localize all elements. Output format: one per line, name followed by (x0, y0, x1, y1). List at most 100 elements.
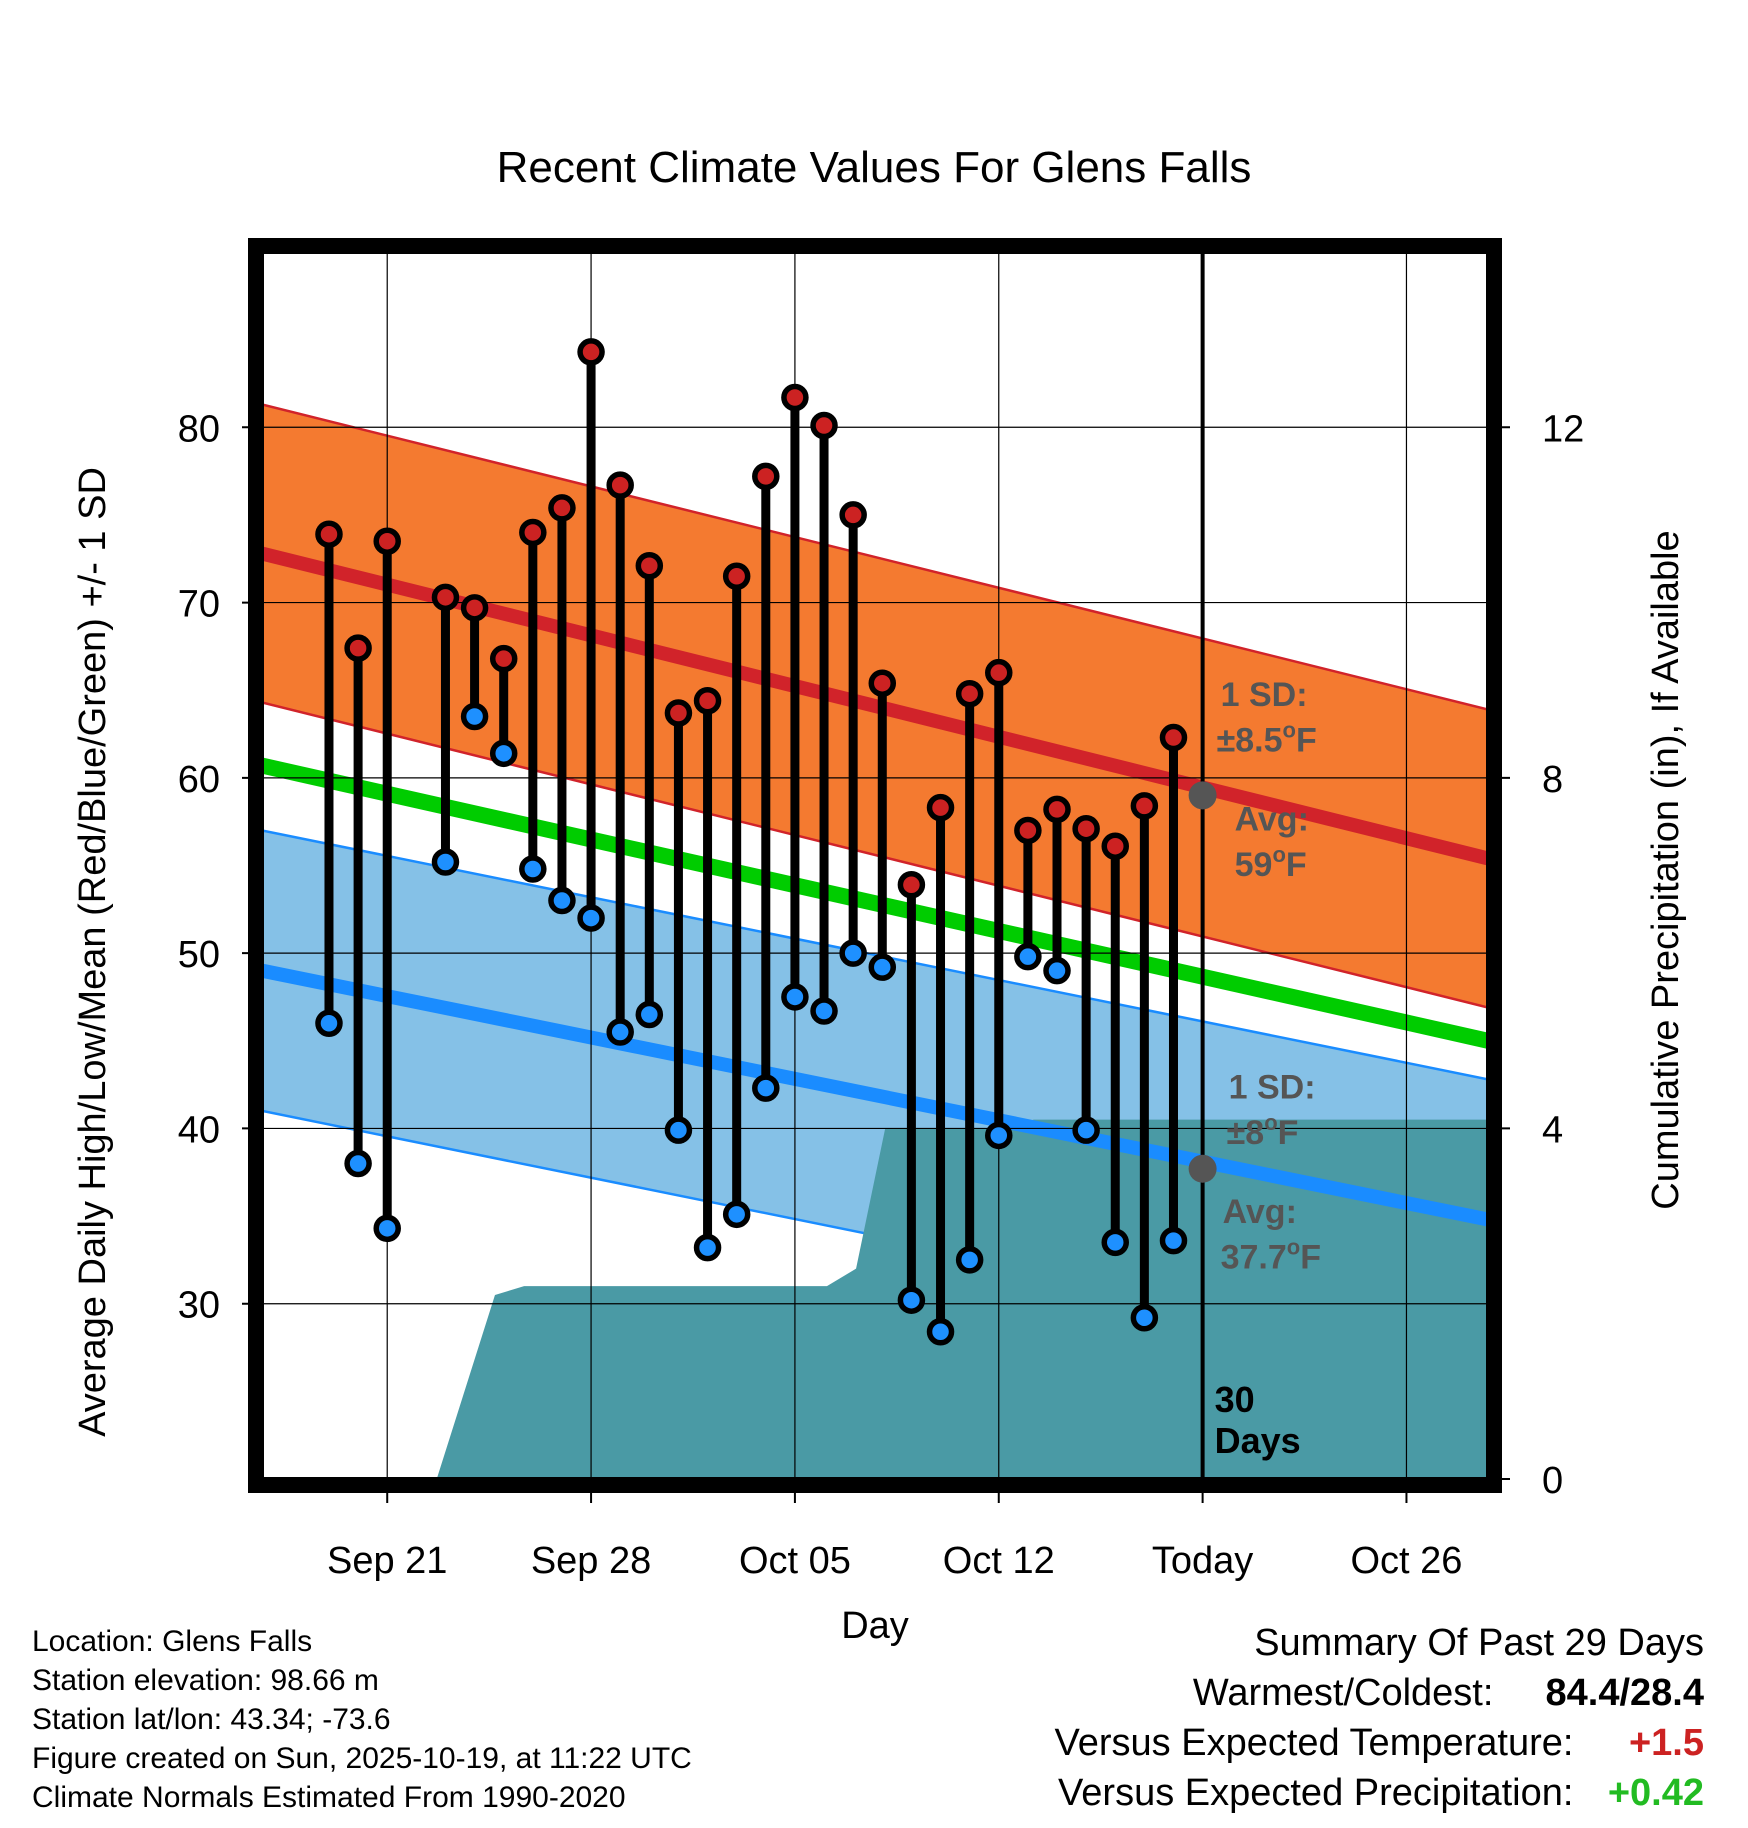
x-tick-label: Oct 12 (943, 1540, 1055, 1582)
daily-high-point (781, 383, 809, 412)
summary-temp-row: Versus Expected Temperature: +1.5 (1055, 1718, 1704, 1768)
high-avg-value: 59oF (1235, 842, 1307, 884)
x-tick-label: Today (1152, 1540, 1253, 1582)
daily-high-point (810, 411, 838, 440)
daily-high-point (315, 520, 343, 548)
y2-axis-label: Cumulative Precipitation (in), If Availa… (1645, 530, 1687, 1209)
high-avg-point (1188, 781, 1217, 810)
daily-high-point (519, 518, 547, 547)
low-sd-value: ±8oF (1227, 1110, 1299, 1152)
y2-tick-label: 8 (1542, 759, 1563, 801)
daily-low-point (693, 1233, 722, 1262)
daily-high-point (1130, 792, 1159, 820)
info-elevation: Station elevation: 98.66 m (32, 1664, 379, 1697)
daily-low-point (519, 855, 547, 883)
x-axis-label: Day (841, 1605, 909, 1647)
info-created: Figure created on Sun, 2025-10-19, at 11… (32, 1742, 692, 1775)
daily-low-point (926, 1318, 955, 1346)
daily-high-point (489, 644, 518, 673)
daily-high-point (897, 871, 926, 899)
daily-low-point (489, 739, 518, 768)
daily-high-point (1159, 723, 1188, 752)
summary-precip-row: Versus Expected Precipitation: +0.42 (1055, 1768, 1704, 1818)
y-axis-label: Average Daily High/Low/Mean (Red/Blue/Gr… (72, 467, 114, 1437)
y2-tick-label: 0 (1542, 1460, 1563, 1502)
x-tick-label: Oct 26 (1350, 1540, 1462, 1582)
normal-low-line (262, 963, 1488, 1227)
daily-high-point (460, 594, 489, 622)
daily-low-point (460, 702, 489, 731)
daily-low-point (897, 1286, 926, 1314)
x-tick-label: Sep 28 (531, 1540, 651, 1582)
daily-low-point (722, 1200, 751, 1229)
y2-tick-label: 12 (1542, 408, 1584, 450)
low-avg-point (1188, 1154, 1217, 1183)
days-count-word: Days (1215, 1420, 1301, 1461)
daily-low-point (548, 886, 576, 915)
daily-high-point (868, 669, 897, 697)
info-latlon: Station lat/lon: 43.34; -73.6 (32, 1703, 391, 1736)
daily-high-point (344, 634, 372, 662)
daily-high-point (722, 562, 751, 591)
daily-low-point (1014, 942, 1042, 971)
high-sd-value: ±8.5oF (1217, 718, 1317, 760)
daily-high-point (926, 793, 955, 822)
summary-extremes-label: Warmest/Coldest: (1192, 1672, 1494, 1714)
daily-low-point (344, 1149, 372, 1178)
high-sd-label: 1 SD: (1221, 676, 1308, 714)
normal-mean-line (262, 757, 1488, 1049)
high-sd-lower-edge (262, 701, 1488, 1009)
y-tick-label: 50 (178, 934, 220, 976)
summary-extremes-value: 84.4/28.4 (1545, 1672, 1704, 1714)
daily-high-point (373, 527, 401, 555)
daily-high-point (1072, 814, 1100, 843)
daily-high-point (664, 699, 693, 727)
daily-low-point (664, 1116, 693, 1144)
summary-precip-value: +0.42 (1607, 1772, 1704, 1814)
daily-low-point (635, 1000, 664, 1029)
precipitation-area (262, 1119, 1488, 1479)
high-avg-label: Avg: (1235, 800, 1309, 838)
info-normals: Climate Normals Estimated From 1990-2020 (32, 1781, 626, 1814)
daily-low-point (606, 1018, 634, 1046)
low-sd-upper-edge (262, 829, 1488, 1081)
y2-tick-label: 4 (1542, 1109, 1563, 1151)
daily-low-point (985, 1121, 1013, 1150)
x-tick-label: Sep 21 (327, 1540, 447, 1582)
low-avg-label: Avg: (1223, 1193, 1297, 1231)
daily-low-point (1101, 1228, 1129, 1257)
low-avg-value: 37.7oF (1221, 1235, 1321, 1277)
station-info: Location: Glens Falls Station elevation:… (32, 1622, 692, 1817)
daily-high-point (431, 583, 460, 612)
daily-low-point (373, 1214, 401, 1243)
summary-heading: Summary Of Past 29 Days (1254, 1622, 1704, 1664)
x-tick-label: Oct 05 (739, 1540, 851, 1582)
daily-high-point (606, 471, 634, 499)
daily-low-point (868, 953, 897, 981)
daily-low-point (431, 848, 460, 876)
daily-high-point (693, 686, 722, 715)
daily-high-point (839, 501, 867, 529)
summary-temp-value: +1.5 (1628, 1722, 1704, 1764)
daily-high-point (635, 552, 664, 580)
daily-low-point (1159, 1226, 1188, 1255)
high-sd-upper-edge (262, 403, 1488, 711)
summary-extremes-row: Warmest/Coldest: 84.4/28.4 (1055, 1668, 1704, 1718)
y-tick-label: 80 (178, 408, 220, 450)
chart-title: Recent Climate Values For Glens Falls (497, 143, 1252, 192)
daily-high-point (1101, 832, 1129, 860)
daily-low-point (315, 1009, 343, 1038)
summary-precip-label: Versus Expected Precipitation: (1058, 1772, 1574, 1814)
y-tick-label: 30 (178, 1285, 220, 1327)
plot-frame (248, 238, 1502, 1493)
summary-temp-label: Versus Expected Temperature: (1054, 1722, 1574, 1764)
daily-high-point (1014, 816, 1042, 845)
y-tick-label: 70 (178, 584, 220, 626)
daily-low-point (1043, 956, 1071, 985)
summary-panel: Summary Of Past 29 Days Warmest/Coldest:… (1055, 1618, 1704, 1818)
daily-low-point (781, 983, 809, 1011)
daily-low-point (577, 904, 605, 932)
y-tick-label: 60 (178, 759, 220, 801)
daily-high-point (1043, 795, 1071, 824)
